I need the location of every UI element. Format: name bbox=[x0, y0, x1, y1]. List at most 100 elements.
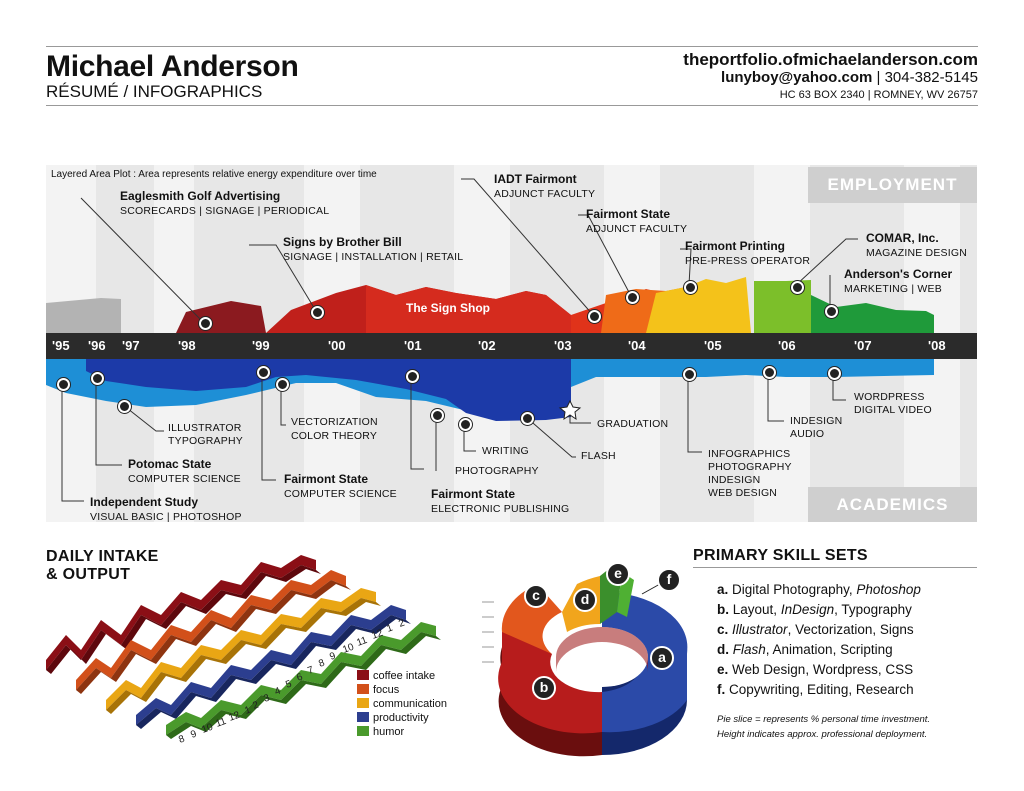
hour-label-6: 2 bbox=[251, 699, 260, 711]
area-academic-dark bbox=[86, 359, 571, 421]
employment-tag: EMPLOYMENT bbox=[808, 167, 977, 203]
ribbon-humor bbox=[166, 622, 441, 739]
note-color-theory: COLOR THEORY bbox=[291, 430, 378, 442]
sign-shop-label: The Sign Shop bbox=[406, 301, 490, 315]
area-sign-shop bbox=[366, 285, 586, 333]
emp-eaglesmith-detail: SCORECARDS | SIGNAGE | PERIODICAL bbox=[120, 205, 330, 217]
emp-fairmont-printing-detail: PRE-PRESS OPERATOR bbox=[685, 255, 811, 267]
hour-label-7: 3 bbox=[262, 692, 271, 704]
emp-fairmont-state-detail: ADJUNCT FACULTY bbox=[586, 223, 688, 235]
skills-footnote-2: Height indicates approx. professional de… bbox=[717, 729, 928, 740]
skill-e: e. Web Design, Wordpress, CSS bbox=[717, 662, 914, 677]
skills-title-rule bbox=[693, 567, 977, 568]
emp-eaglesmith-title: Eaglesmith Golf Advertising bbox=[120, 189, 281, 203]
hour-label-12: 8 bbox=[317, 657, 326, 669]
note-infographics: INFOGRAPHICS bbox=[708, 448, 791, 460]
hour-label-18: 2 bbox=[397, 617, 406, 629]
point-eaglesmith bbox=[199, 317, 212, 330]
note-indesign-2: INDESIGN bbox=[708, 474, 761, 486]
hour-label-13: 9 bbox=[328, 650, 337, 662]
emp-iadt-detail: ADJUNCT FACULTY bbox=[494, 188, 596, 200]
point-potomac-state bbox=[91, 372, 104, 385]
acad-fairmont-cs-detail: COMPUTER SCIENCE bbox=[284, 488, 397, 500]
point-flash bbox=[521, 412, 534, 425]
note-wordpress: WORDPRESS bbox=[854, 391, 925, 403]
point-writing bbox=[459, 418, 472, 431]
note-photography: PHOTOGRAPHY bbox=[455, 465, 539, 477]
academics-tag: ACADEMICS bbox=[808, 487, 977, 522]
year-tick-99: '99 bbox=[252, 338, 270, 353]
contact-line: lunyboy@yahoo.com | 304-382-5145 bbox=[721, 69, 978, 86]
point-wordpress bbox=[828, 367, 841, 380]
point-brother-bill bbox=[311, 306, 324, 319]
emp-iadt-title: IADT Fairmont bbox=[494, 172, 577, 186]
note-flash: FLASH bbox=[581, 450, 616, 462]
emp-brother-bill-title: Signs by Brother Bill bbox=[283, 235, 402, 249]
note-illustrator: ILLUSTRATOR bbox=[168, 422, 242, 434]
email-link[interactable]: lunyboy@yahoo.com bbox=[721, 69, 873, 86]
note-audio: AUDIO bbox=[790, 428, 825, 440]
point-fairmont-cs bbox=[257, 366, 270, 379]
point-indesign bbox=[763, 366, 776, 379]
daily-title-line2: & OUTPUT bbox=[46, 566, 131, 583]
hour-axis-labels: 8 9 10 11 12 1 2 3 4 5 6 7 8 9 10 11 12 … bbox=[177, 617, 406, 745]
point-fairmont-state-emp bbox=[626, 291, 639, 304]
hour-label-17: 1 bbox=[385, 622, 394, 634]
pie-label-a: a bbox=[650, 646, 674, 670]
portfolio-link[interactable]: theportfolio.ofmichaelanderson.com bbox=[683, 50, 978, 69]
acad-fairmont-ep-title: Fairmont State bbox=[431, 487, 516, 501]
hour-label-9: 5 bbox=[284, 678, 293, 690]
point-vectorization bbox=[276, 378, 289, 391]
graduation-star-icon bbox=[558, 399, 582, 421]
hour-label-0: 8 bbox=[177, 733, 186, 745]
header-bottom-rule bbox=[46, 105, 978, 106]
legend-swatch-humor bbox=[357, 726, 369, 736]
acad-fairmont-cs-title: Fairmont State bbox=[284, 472, 369, 486]
hour-label-2: 10 bbox=[200, 722, 215, 736]
legend-swatch-communication bbox=[357, 698, 369, 708]
acad-independent-study-title: Independent Study bbox=[90, 495, 198, 509]
skills-footnote-1: Pie slice = represents % personal time i… bbox=[717, 714, 931, 725]
note-web-design: WEB DESIGN bbox=[708, 487, 778, 499]
hour-label-3: 11 bbox=[214, 716, 228, 730]
point-comar bbox=[791, 281, 804, 294]
hour-label-14: 10 bbox=[341, 642, 356, 656]
pie-label-d: d bbox=[573, 588, 597, 612]
resume-name: Michael Anderson bbox=[46, 50, 299, 83]
skill-a: a. Digital Photography, Photoshop bbox=[717, 582, 921, 597]
point-fairmont-ep bbox=[406, 370, 419, 383]
emp-fairmont-printing-title: Fairmont Printing bbox=[685, 239, 785, 253]
hour-label-10: 6 bbox=[295, 671, 304, 683]
note-typography: TYPOGRAPHY bbox=[168, 435, 243, 447]
acad-fairmont-ep-detail: ELECTRONIC PUBLISHING bbox=[431, 503, 570, 515]
note-indesign: INDESIGN bbox=[790, 415, 843, 427]
legend-communication: communication bbox=[357, 698, 447, 710]
year-tick-01: '01 bbox=[404, 338, 422, 353]
area-early bbox=[46, 298, 121, 333]
ribbon-communication bbox=[106, 588, 381, 714]
hour-label-1: 9 bbox=[189, 728, 198, 740]
header-top-rule bbox=[46, 46, 978, 47]
year-tick-02: '02 bbox=[478, 338, 496, 353]
skill-b: b. Layout, InDesign, Typography bbox=[717, 602, 912, 617]
note-graduation: GRADUATION bbox=[597, 418, 669, 430]
point-illustrator bbox=[118, 400, 131, 413]
area-eaglesmith bbox=[176, 301, 266, 333]
legend-productivity: productivity bbox=[357, 712, 429, 724]
emp-andersons-corner-detail: MARKETING | WEB bbox=[844, 283, 942, 295]
legend-swatch-productivity bbox=[357, 712, 369, 722]
note-photography-2: PHOTOGRAPHY bbox=[708, 461, 792, 473]
emp-comar-title: COMAR, Inc. bbox=[866, 231, 939, 245]
emp-andersons-corner-title: Anderson's Corner bbox=[844, 267, 953, 281]
point-fairmont-printing bbox=[684, 281, 697, 294]
point-independent-study bbox=[57, 378, 70, 391]
year-axis bbox=[46, 333, 977, 359]
year-tick-95: '95 bbox=[52, 338, 70, 353]
point-iadt bbox=[588, 310, 601, 323]
year-tick-97: '97 bbox=[122, 338, 140, 353]
legend-humor: humor bbox=[357, 726, 404, 738]
emp-fairmont-state-title: Fairmont State bbox=[586, 207, 671, 221]
daily-title-line1: DAILY INTAKE bbox=[46, 548, 159, 565]
acad-independent-study-detail: VISUAL BASIC | PHOTOSHOP bbox=[90, 511, 242, 522]
mailing-address: HC 63 BOX 2340 | ROMNEY, WV 26757 bbox=[779, 89, 978, 101]
